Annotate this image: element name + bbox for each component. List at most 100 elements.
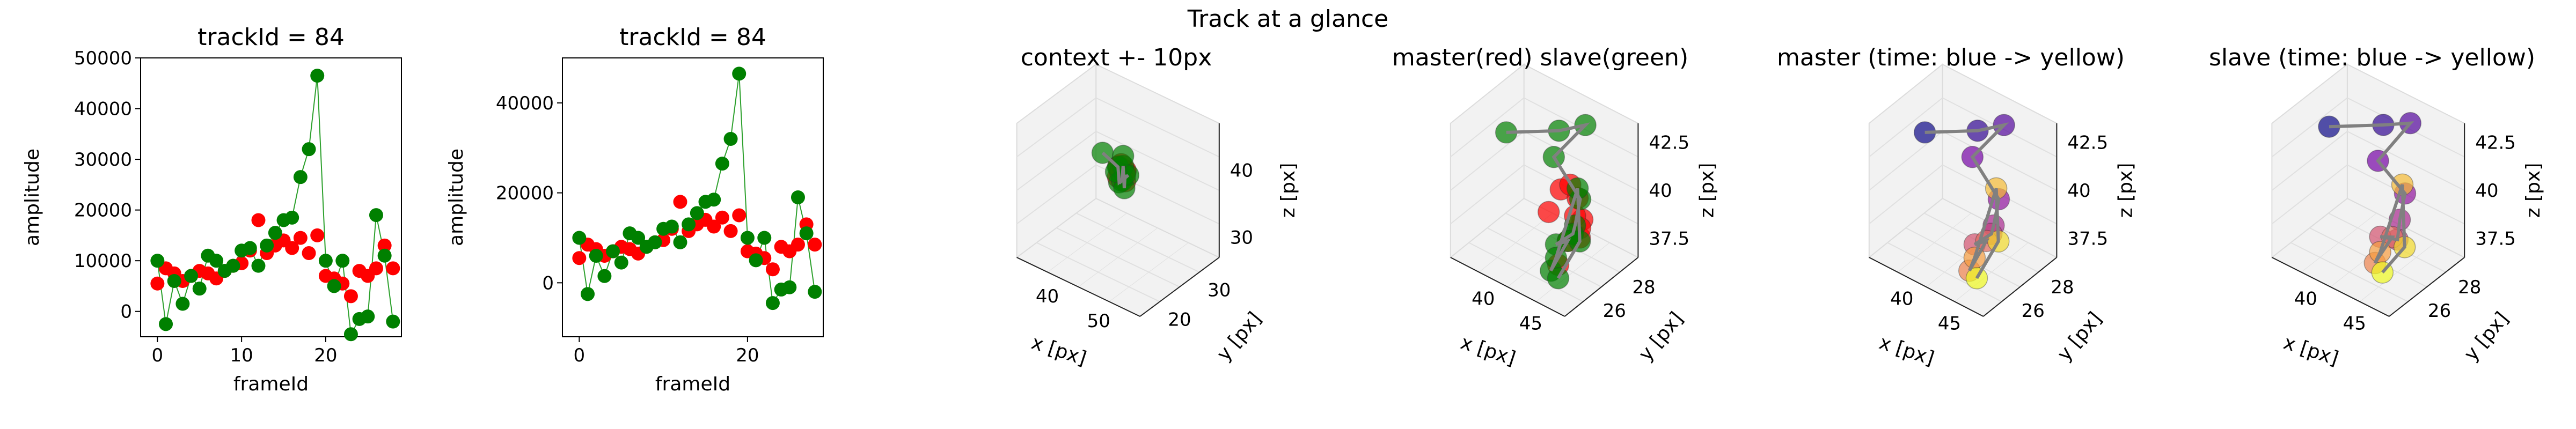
data-point <box>664 219 679 234</box>
x-axis-label: x [px] <box>1029 331 1089 369</box>
data-point <box>572 251 587 265</box>
y-axis-label: y [px] <box>1635 308 1688 365</box>
data-point <box>673 195 687 209</box>
track-line <box>2329 121 2414 274</box>
grid-line <box>2271 164 2348 225</box>
x-axis-label: frameId <box>655 373 730 395</box>
data-point <box>293 231 308 245</box>
data-point <box>808 238 822 252</box>
chart-title: trackId = 84 <box>197 24 345 51</box>
plot-frame <box>140 57 402 337</box>
x-tick-label: 45 <box>1519 313 1542 335</box>
data-point <box>765 262 780 277</box>
3d-master-time-plot: 40 45 26 28 37.5 40 42.5 x [px] y [px] z [px] mast… <box>1777 44 2136 370</box>
data-point <box>369 208 383 223</box>
y-tick-label: 30000 <box>74 149 132 171</box>
x-tick-label: 40 <box>1472 289 1495 310</box>
y-axis-line <box>1139 257 1220 317</box>
y-tick-label: 50000 <box>74 48 132 69</box>
x-axis-label: frameId <box>233 373 309 395</box>
y-axis-label: y [px] <box>2460 308 2513 365</box>
track-line <box>1506 122 1591 279</box>
data-point <box>285 241 299 255</box>
data-point <box>757 231 772 245</box>
grid-line <box>1869 97 1943 158</box>
data-point <box>1537 201 1560 224</box>
x-axis-label: x [px] <box>2281 331 2341 369</box>
z-tick-label: 40 <box>1649 180 1672 202</box>
x-tick-label: 40 <box>2294 289 2317 310</box>
grid-line <box>2271 97 2348 158</box>
grid-line <box>1905 227 2021 287</box>
y-tick-label: 40000 <box>74 99 132 120</box>
y-tick-label: 20000 <box>74 200 132 221</box>
y-tick-label: 26 <box>2428 300 2451 322</box>
data-point <box>765 296 780 310</box>
data-point <box>285 210 299 225</box>
data-point <box>192 282 207 296</box>
data-point <box>808 285 822 299</box>
grid-line <box>2271 131 2348 191</box>
data-point <box>260 238 274 253</box>
grid-line <box>1536 242 1610 302</box>
data-point <box>386 314 400 329</box>
grid-line <box>1487 227 1602 287</box>
y-tick-label: 26 <box>2022 300 2045 322</box>
data-point <box>606 244 620 258</box>
y-axis-label: amplitude <box>445 149 467 246</box>
data-point <box>715 157 729 171</box>
data-point <box>648 235 662 249</box>
data-point <box>732 208 747 223</box>
grid-line <box>1869 164 1943 225</box>
3d-slave-time-plot: 40 45 26 28 37.5 40 42.5 x [px] y [px] z [px] slav… <box>2209 44 2544 370</box>
data-point <box>723 131 738 146</box>
y-axis-line <box>2389 257 2465 317</box>
data-point <box>343 289 358 304</box>
x-axis-label: x [px] <box>1876 331 1937 369</box>
z-tick-label: 37.5 <box>2067 228 2108 249</box>
data-point <box>377 238 392 253</box>
data-point <box>150 276 165 291</box>
z-tick-label: 42.5 <box>2067 132 2108 154</box>
data-point <box>167 274 181 288</box>
x-tick-label: 0 <box>574 345 586 366</box>
grid-line <box>1450 97 1525 158</box>
z-tick-label: 37.5 <box>2475 228 2516 249</box>
data-point <box>268 226 282 240</box>
grid-line <box>1955 242 2029 302</box>
data-point <box>581 287 595 301</box>
3d-master-slave-plot: 40 45 26 28 37.5 40 42.5 x [px] y [px] z [px] mast… <box>1392 44 1718 370</box>
data-point <box>614 255 628 270</box>
data-point <box>572 231 587 245</box>
z-axis-label: z [px] <box>1696 163 1718 218</box>
y-tick-label: 20000 <box>496 183 554 204</box>
y-axis-line <box>1564 257 1639 317</box>
data-point <box>302 142 316 157</box>
data-point <box>782 280 797 294</box>
data-point <box>791 190 805 204</box>
z-axis-label: z [px] <box>1277 163 1299 218</box>
grid-line <box>1095 131 1220 191</box>
data-point <box>251 213 266 227</box>
grid-line <box>1056 227 1180 287</box>
3d-context-plot: 40 50 20 30 30 40 x [px] y [px] z [px] context +-… <box>1015 44 1299 370</box>
chart-title: master (time: blue -> yellow) <box>1777 44 2125 71</box>
x-tick-label: 50 <box>1087 310 1110 332</box>
data-point <box>293 170 308 184</box>
x-tick-label: 40 <box>1036 286 1059 307</box>
data-point <box>243 241 257 255</box>
y-tick-label: 30 <box>1208 280 1231 301</box>
data-point <box>209 254 224 268</box>
z-tick-label: 30 <box>1230 227 1253 249</box>
z-axis-label: z [px] <box>2114 163 2136 218</box>
x-axis-line <box>1869 257 1984 317</box>
data-point <box>723 224 738 238</box>
grid-line <box>1109 242 1189 302</box>
chart-title: context +- 10px <box>1021 44 1212 71</box>
data-point <box>673 235 687 249</box>
x-tick-label: 20 <box>736 345 759 366</box>
chart-title: master(red) slave(green) <box>1392 44 1688 71</box>
y-axis-label: amplitude <box>21 149 43 246</box>
y-tick-label: 28 <box>1632 277 1655 298</box>
